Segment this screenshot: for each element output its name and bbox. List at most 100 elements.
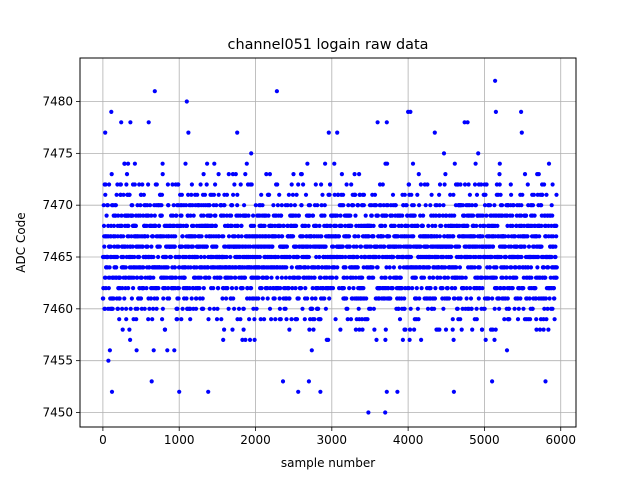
data-point bbox=[173, 275, 179, 280]
data-point bbox=[299, 172, 304, 177]
data-point bbox=[425, 306, 431, 311]
data-point bbox=[487, 265, 492, 270]
data-point bbox=[372, 192, 378, 197]
data-point bbox=[418, 244, 423, 249]
data-point bbox=[384, 213, 389, 218]
data-point bbox=[146, 317, 151, 322]
data-point bbox=[459, 254, 464, 260]
data-point bbox=[236, 234, 241, 239]
data-point bbox=[294, 223, 299, 228]
data-point bbox=[172, 348, 177, 353]
data-point bbox=[319, 182, 324, 187]
data-point bbox=[202, 192, 208, 197]
data-point bbox=[529, 275, 534, 280]
data-point bbox=[462, 120, 467, 125]
data-point bbox=[402, 306, 407, 311]
data-point bbox=[340, 254, 345, 260]
data-point bbox=[445, 286, 450, 291]
data-point bbox=[379, 223, 385, 228]
data-point bbox=[184, 203, 189, 208]
data-point bbox=[193, 234, 198, 239]
data-point bbox=[226, 306, 231, 311]
data-point bbox=[530, 306, 535, 311]
data-point bbox=[437, 234, 442, 239]
data-point bbox=[468, 286, 473, 291]
data-point bbox=[216, 192, 221, 197]
data-point bbox=[489, 254, 494, 260]
data-point bbox=[148, 296, 154, 301]
data-point bbox=[141, 265, 146, 270]
data-point bbox=[382, 244, 387, 249]
data-point bbox=[448, 192, 453, 197]
data-point bbox=[327, 192, 332, 197]
data-point bbox=[128, 306, 133, 311]
data-point bbox=[467, 192, 472, 197]
data-point bbox=[546, 161, 552, 166]
data-point bbox=[393, 203, 398, 208]
data-point bbox=[332, 161, 337, 166]
data-point bbox=[243, 172, 248, 177]
data-point bbox=[316, 306, 321, 311]
data-point bbox=[498, 286, 503, 291]
data-point bbox=[205, 161, 210, 166]
data-point bbox=[259, 286, 264, 291]
data-point bbox=[355, 265, 360, 270]
data-point bbox=[354, 244, 359, 249]
data-point bbox=[214, 203, 219, 208]
data-point bbox=[252, 317, 257, 322]
data-point bbox=[207, 306, 212, 311]
data-point bbox=[106, 223, 111, 228]
x-tick-label: 2000 bbox=[240, 433, 271, 447]
data-point bbox=[249, 286, 254, 291]
data-point bbox=[220, 296, 225, 301]
data-point bbox=[510, 213, 515, 218]
y-tick-label: 7450 bbox=[42, 405, 73, 419]
data-point bbox=[441, 306, 446, 311]
data-point bbox=[334, 223, 339, 228]
data-point bbox=[120, 286, 125, 291]
data-point bbox=[443, 275, 448, 280]
data-point bbox=[232, 234, 237, 239]
data-point bbox=[458, 296, 463, 301]
data-point bbox=[238, 182, 243, 187]
data-point bbox=[390, 213, 395, 218]
data-point bbox=[457, 265, 462, 270]
y-tick-label: 7460 bbox=[42, 302, 73, 316]
data-point bbox=[201, 306, 206, 311]
data-point bbox=[117, 296, 122, 301]
data-point bbox=[155, 296, 160, 301]
data-point bbox=[238, 317, 243, 322]
data-point bbox=[280, 234, 285, 239]
data-point bbox=[265, 286, 270, 291]
data-point bbox=[191, 213, 196, 218]
data-point bbox=[554, 234, 559, 239]
data-point bbox=[153, 223, 158, 228]
data-point bbox=[211, 286, 216, 291]
data-point bbox=[267, 192, 272, 197]
data-point bbox=[474, 192, 480, 197]
data-point bbox=[318, 275, 323, 280]
data-point bbox=[408, 254, 414, 260]
data-point bbox=[366, 234, 371, 239]
data-point bbox=[498, 192, 503, 197]
data-point bbox=[542, 182, 547, 187]
data-point bbox=[535, 265, 540, 270]
data-point bbox=[372, 327, 377, 332]
data-point bbox=[407, 327, 413, 332]
data-point bbox=[326, 337, 331, 342]
data-point bbox=[518, 296, 523, 301]
data-point bbox=[353, 192, 358, 197]
data-point bbox=[149, 213, 154, 218]
data-point bbox=[322, 203, 327, 208]
data-point bbox=[410, 161, 416, 166]
data-point bbox=[222, 327, 227, 332]
data-point bbox=[490, 296, 495, 301]
data-point bbox=[437, 182, 443, 187]
data-point bbox=[201, 172, 206, 177]
data-point bbox=[452, 296, 457, 301]
data-point bbox=[135, 203, 140, 208]
data-point bbox=[328, 223, 333, 228]
data-point bbox=[552, 296, 557, 301]
